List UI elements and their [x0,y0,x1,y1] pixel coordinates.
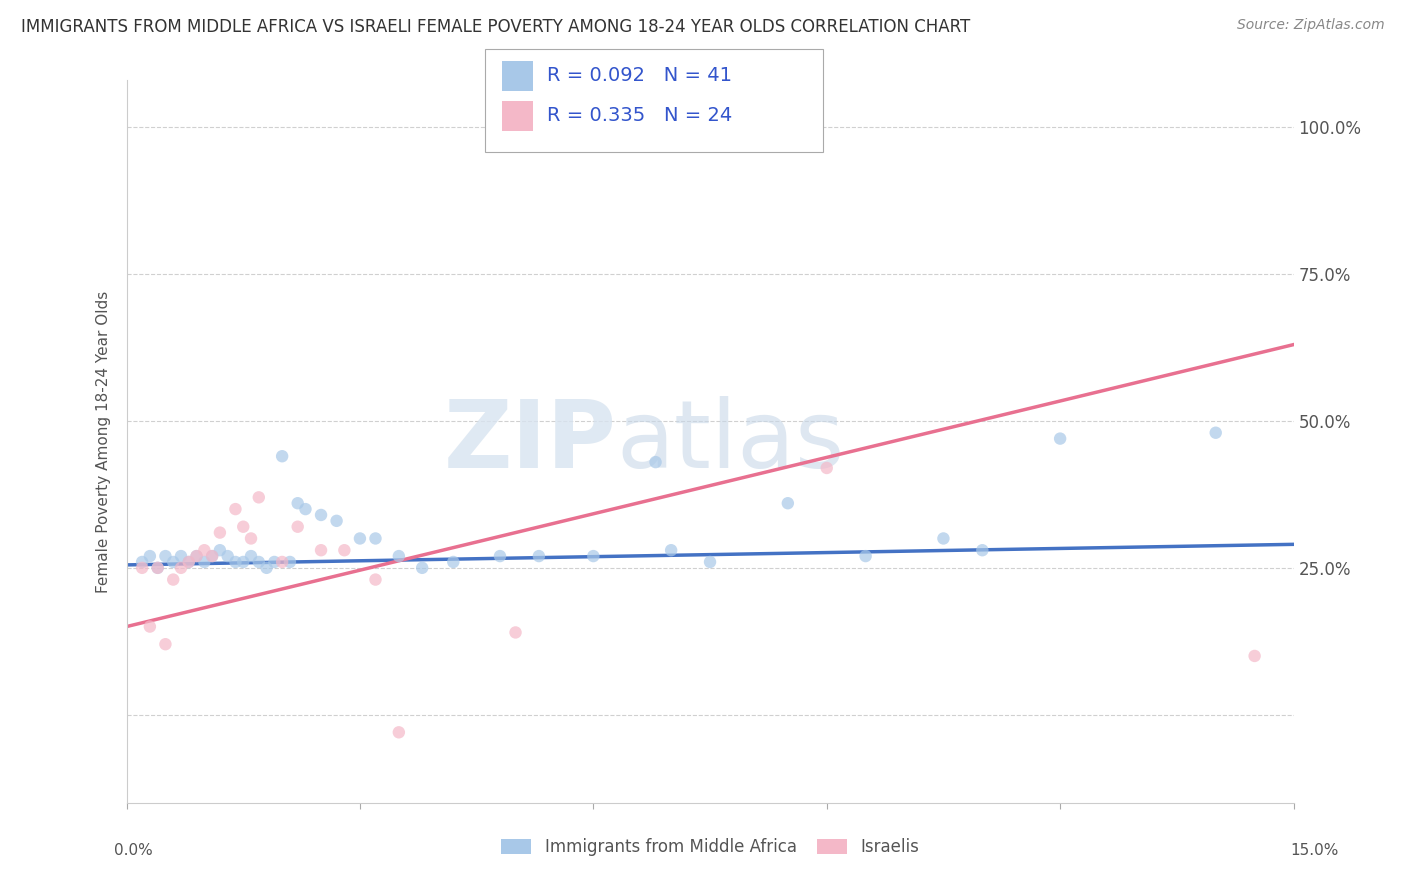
Point [582,549,605,563]
Point [232,519,254,533]
Point [855,549,877,563]
Point [217,549,239,563]
Point [186,549,208,563]
Point [659,543,682,558]
Point [201,549,224,563]
Point [388,549,411,563]
Point [815,461,838,475]
Point [644,455,666,469]
Point [177,555,200,569]
Point [325,514,347,528]
Point [411,561,433,575]
Point [240,532,263,546]
Text: Source: ZipAtlas.com: Source: ZipAtlas.com [1237,18,1385,32]
Point [364,532,387,546]
Point [193,555,215,569]
Text: R = 0.335   N = 24: R = 0.335 N = 24 [547,106,733,126]
Point [146,561,169,575]
Text: atlas: atlas [617,395,845,488]
Point [193,543,215,558]
Point [349,532,371,546]
Text: IMMIGRANTS FROM MIDDLE AFRICA VS ISRAELI FEMALE POVERTY AMONG 18-24 YEAR OLDS CO: IMMIGRANTS FROM MIDDLE AFRICA VS ISRAELI… [21,18,970,36]
Point [162,555,184,569]
Point [489,549,512,563]
Point [972,543,994,558]
Point [131,561,153,575]
Point [294,502,316,516]
Point [699,555,721,569]
Text: 0.0%: 0.0% [114,843,153,858]
Point [271,449,294,463]
Point [309,508,332,522]
Point [776,496,799,510]
Point [139,549,162,563]
Point [364,573,387,587]
Text: 15.0%: 15.0% [1291,843,1339,858]
Point [287,519,309,533]
Point [155,549,177,563]
Point [388,725,411,739]
Point [201,549,224,563]
Point [224,502,246,516]
Point [224,555,246,569]
Point [208,543,231,558]
Point [247,491,270,505]
Point [527,549,550,563]
Point [170,549,193,563]
Legend: Immigrants from Middle Africa, Israelis: Immigrants from Middle Africa, Israelis [502,838,918,856]
Point [1049,432,1071,446]
Point [333,543,356,558]
Point [247,555,270,569]
Point [278,555,301,569]
Point [932,532,955,546]
Point [170,561,193,575]
Text: ZIP: ZIP [444,395,617,488]
Point [186,549,208,563]
Point [309,543,332,558]
Point [131,555,153,569]
Point [441,555,464,569]
Point [232,555,254,569]
Point [162,573,184,587]
Point [146,561,169,575]
Point [287,496,309,510]
Point [263,555,285,569]
Point [208,525,231,540]
Point [256,561,278,575]
Point [155,637,177,651]
Point [177,555,200,569]
Y-axis label: Female Poverty Among 18-24 Year Olds: Female Poverty Among 18-24 Year Olds [96,291,111,592]
Point [139,619,162,633]
Point [505,625,527,640]
Text: R = 0.092   N = 41: R = 0.092 N = 41 [547,66,733,86]
Point [1205,425,1227,440]
Point [271,555,294,569]
Point [240,549,263,563]
Point [1243,648,1265,663]
